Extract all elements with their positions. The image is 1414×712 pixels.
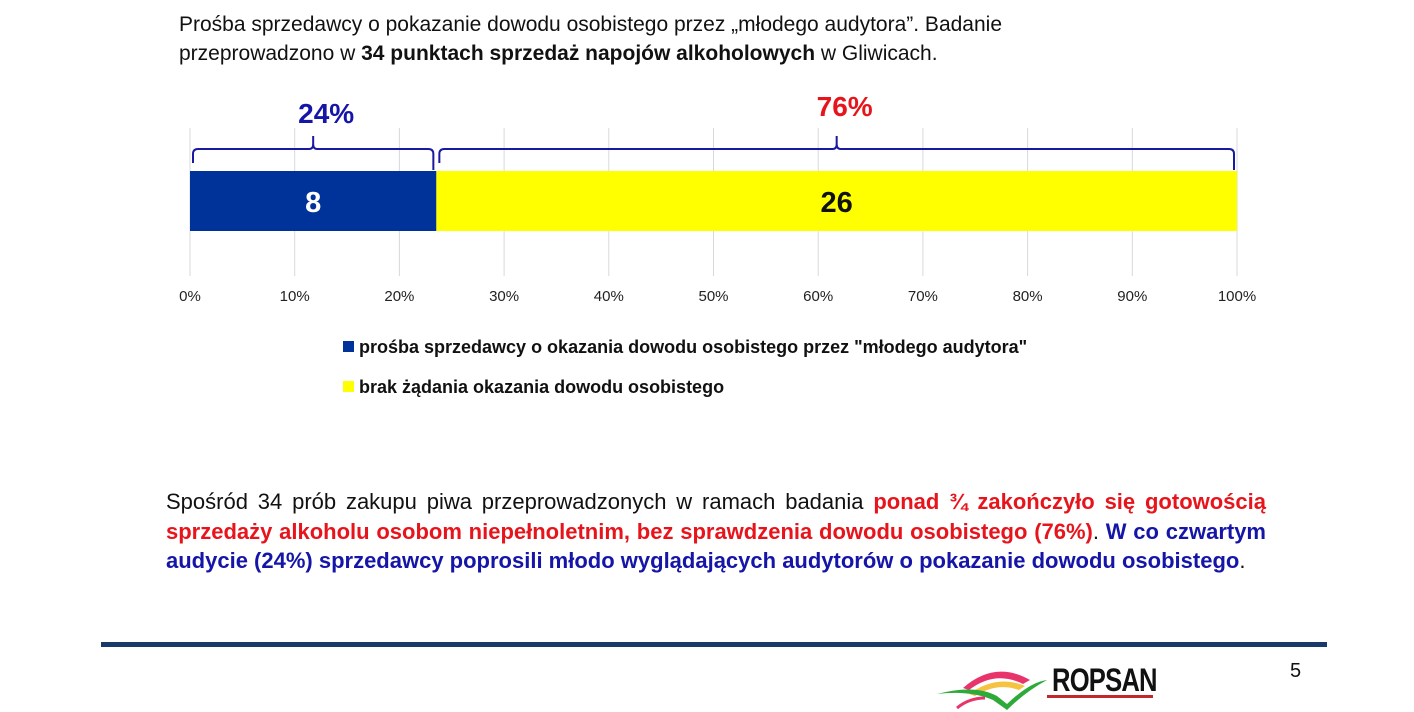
- data-label: 8: [305, 187, 321, 219]
- x-tick-label: 80%: [1013, 288, 1043, 305]
- intro-bold: 34 punktach sprzedaż napojów alkoholowyc…: [361, 42, 816, 65]
- intro-line-2: przeprowadzono w 34 punktach sprzedaż na…: [179, 39, 1002, 68]
- logo-swoosh-icon: [937, 671, 1047, 710]
- legend-item-request: prośba sprzedawcy o okazania dowodu osob…: [343, 337, 1027, 358]
- text-part: Spośród 34 prób zakupu piwa przeprowadzo…: [166, 489, 874, 514]
- brace-bracket: [192, 136, 435, 170]
- x-tick-label: 40%: [594, 288, 624, 305]
- page-number: 5: [1290, 660, 1302, 682]
- x-tick-label: 50%: [698, 288, 728, 305]
- x-tick-label: 90%: [1117, 288, 1147, 305]
- legend-swatch-blue: [343, 341, 354, 352]
- intro-text-part: przeprowadzono w: [179, 42, 362, 65]
- x-tick-label: 60%: [803, 288, 833, 305]
- bar-segment: [190, 171, 437, 231]
- legend-label: prośba sprzedawcy o okazania dowodu osob…: [359, 337, 1028, 357]
- x-tick-label: 10%: [280, 288, 310, 305]
- brace-bracket: [438, 136, 1235, 170]
- percent-annotation: 76%: [817, 91, 873, 122]
- data-label: 26: [821, 187, 853, 219]
- intro-line-1: Prośba sprzedawcy o pokazanie dowodu oso…: [179, 13, 1002, 36]
- x-tick-label: 100%: [1218, 288, 1256, 305]
- legend-label: brak żądania okazania dowodu osobistego: [359, 377, 725, 397]
- legend-item-no-request: brak żądania okazania dowodu osobistego: [343, 377, 724, 398]
- bar-segment: [436, 171, 1238, 231]
- x-tick-label: 30%: [489, 288, 519, 305]
- x-tick-label: 20%: [384, 288, 414, 305]
- x-tick-label: 0%: [179, 288, 201, 305]
- stacked-bar-chart: 0% 10% 20% 30% 40% 50% 60% 70% 80% 90% 100% 8 24% 26 7…: [179, 91, 1256, 305]
- text-part: .: [1239, 548, 1246, 573]
- ropsan-logo: ROPSAN: [935, 658, 1165, 712]
- percent-annotation: 24%: [298, 98, 354, 129]
- intro-text-part: w Gliwicach.: [815, 42, 938, 65]
- logo-text: ROPSAN: [1052, 662, 1158, 698]
- highlight-red: ponad ¾ zakończyło się gotowością sprzed…: [166, 489, 1266, 544]
- legend-swatch-yellow: [343, 381, 354, 392]
- text-part: .: [1092, 518, 1106, 544]
- summary-paragraph: Spośród 34 prób zakupu piwa przeprowadzo…: [166, 487, 1266, 576]
- highlight-blue: W co czwartym audycie (24%) sprzedawcy p…: [166, 518, 1266, 574]
- footer-divider: [101, 642, 1327, 647]
- x-tick-label: 70%: [908, 288, 938, 305]
- logo-underline: [1047, 695, 1153, 698]
- intro-text: Prośba sprzedawcy o pokazanie dowodu oso…: [179, 10, 1002, 68]
